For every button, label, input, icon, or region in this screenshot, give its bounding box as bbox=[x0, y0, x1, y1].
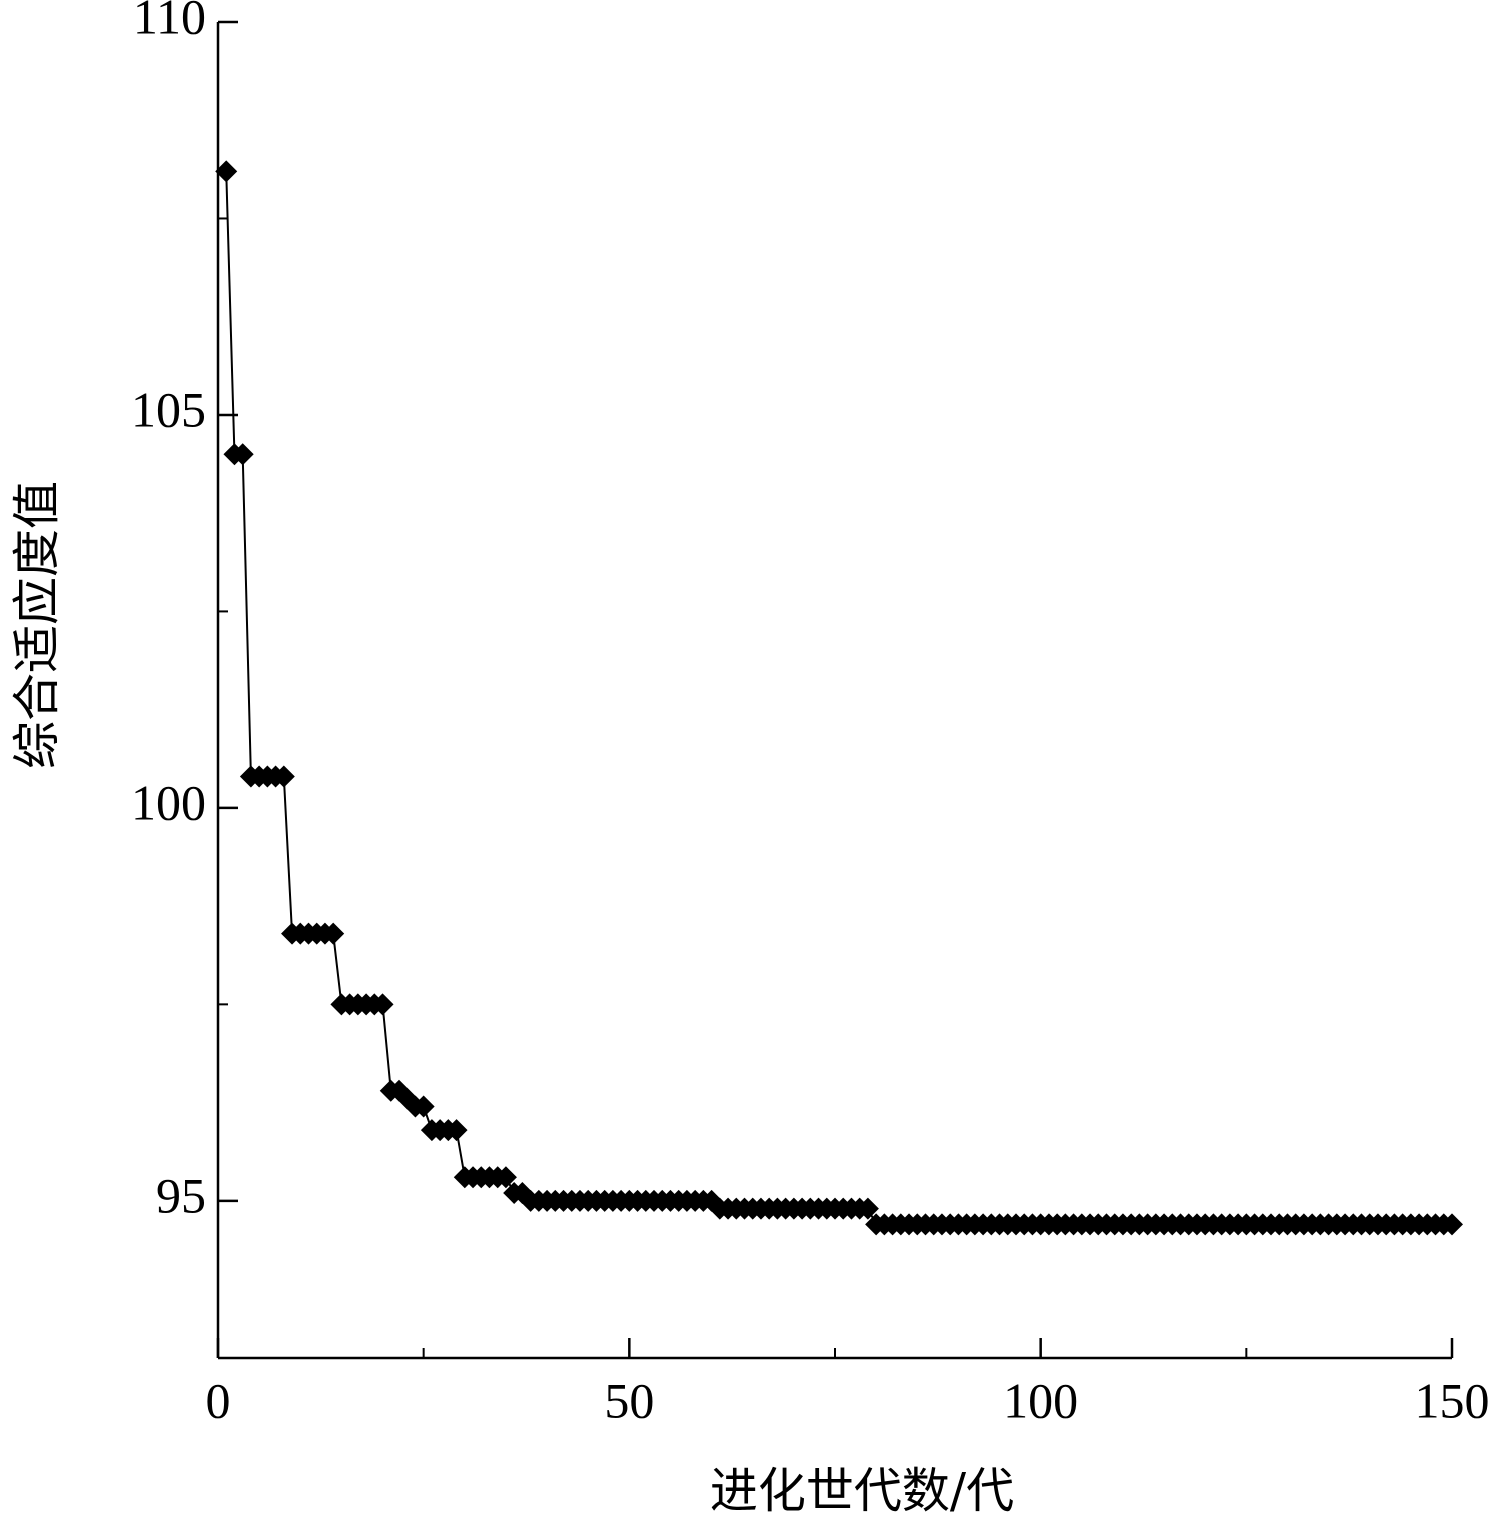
point-marker bbox=[445, 1119, 468, 1142]
point-marker bbox=[322, 922, 345, 945]
y-tick-label: 100 bbox=[131, 774, 206, 830]
y-axis-title: 综合适应度值 bbox=[9, 481, 65, 769]
point-marker bbox=[371, 993, 394, 1016]
x-tick-label: 100 bbox=[1003, 1372, 1078, 1428]
series-line bbox=[225, 171, 1452, 1226]
y-tick-label: 105 bbox=[131, 381, 206, 437]
y-tick-label: 95 bbox=[156, 1167, 206, 1223]
point-marker bbox=[494, 1166, 517, 1189]
point-marker bbox=[231, 443, 254, 466]
point-marker bbox=[856, 1197, 879, 1220]
point-marker bbox=[1441, 1213, 1463, 1236]
x-axis-title: 进化世代数/代 bbox=[710, 1463, 1014, 1519]
x-tick-label: 0 bbox=[206, 1372, 231, 1428]
point-marker bbox=[272, 765, 295, 788]
y-tick-label: 110 bbox=[133, 0, 206, 44]
point-marker bbox=[412, 1095, 435, 1118]
point-marker bbox=[215, 160, 238, 183]
x-tick-label: 50 bbox=[604, 1372, 654, 1428]
x-tick-label: 150 bbox=[1415, 1372, 1490, 1428]
